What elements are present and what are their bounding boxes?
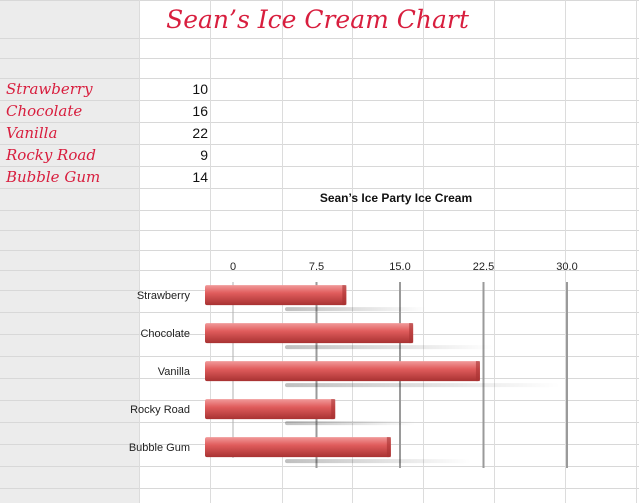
row-gridline xyxy=(0,270,639,271)
cell-flavor-strawberry[interactable]: Strawberry xyxy=(6,80,93,98)
column-gridline xyxy=(352,0,353,503)
row-gridline xyxy=(0,210,639,211)
bar-end-cap xyxy=(409,323,414,344)
row-gridline xyxy=(0,356,639,357)
bar-end-cap xyxy=(342,285,347,306)
cell-count-bubble-gum[interactable]: 14 xyxy=(192,169,208,185)
row-gridline xyxy=(0,250,639,251)
bar-end-cap xyxy=(331,399,336,420)
bar-shadow xyxy=(285,383,560,388)
chart-category-labels: Strawberry Chocolate Vanilla Rocky Road Bubb… xyxy=(129,290,191,454)
cell-count-vanilla[interactable]: 22 xyxy=(192,125,208,141)
row-gridline xyxy=(0,58,639,59)
row-gridline xyxy=(0,78,639,79)
x-tick-label: 22.5 xyxy=(473,261,494,273)
row-gridline xyxy=(0,188,639,189)
row-gridline xyxy=(0,312,639,313)
column-gridline xyxy=(423,0,424,503)
bar-shadow xyxy=(285,421,416,426)
row-gridline xyxy=(0,122,639,123)
cell-flavor-bubble-gum[interactable]: Bubble Gum xyxy=(6,168,101,186)
category-label: Bubble Gum xyxy=(129,442,190,454)
bar-chocolate[interactable] xyxy=(205,323,414,344)
category-label: Strawberry xyxy=(137,290,191,302)
column-gridline xyxy=(494,0,495,503)
category-label: Rocky Road xyxy=(130,404,190,416)
cell-flavor-vanilla[interactable]: Vanilla xyxy=(6,124,58,142)
row-gridline xyxy=(0,0,639,1)
bar-shadow xyxy=(285,345,494,350)
column-gridline xyxy=(139,0,140,503)
row-gridline xyxy=(0,166,639,167)
bar-strawberry[interactable] xyxy=(205,285,347,306)
row-gridline xyxy=(0,230,639,231)
category-label: Vanilla xyxy=(158,366,191,378)
category-label: Chocolate xyxy=(140,328,190,340)
x-tick-label: 30.0 xyxy=(556,261,577,273)
bar-rocky-road[interactable] xyxy=(205,399,336,420)
cell-count-rocky-road[interactable]: 9 xyxy=(200,147,208,163)
cell-count-strawberry[interactable]: 10 xyxy=(192,81,208,97)
column-gridline xyxy=(565,0,566,503)
sheet-title[interactable]: Sean’s Ice Cream Chart xyxy=(166,5,469,34)
row-gridline xyxy=(0,100,639,101)
x-tick-label: 7.5 xyxy=(309,261,324,273)
cell-count-chocolate[interactable]: 16 xyxy=(192,103,208,119)
column-gridline xyxy=(210,0,211,503)
cell-flavor-rocky-road[interactable]: Rocky Road xyxy=(6,146,96,164)
bar-end-cap xyxy=(386,437,391,458)
row-gridline xyxy=(0,144,639,145)
first-column xyxy=(0,0,140,503)
bar-bubble-gum[interactable] xyxy=(205,437,391,458)
column-gridline xyxy=(636,0,637,503)
chart-bars xyxy=(205,285,480,458)
cell-flavor-chocolate[interactable]: Chocolate xyxy=(6,102,83,120)
x-tick-label: 15.0 xyxy=(389,261,410,273)
row-gridline xyxy=(0,38,639,39)
bar-shadow xyxy=(285,307,427,312)
bar-shadows xyxy=(285,307,560,464)
x-tick-label: 0 xyxy=(230,261,236,273)
chart-title: Sean’s Ice Party Ice Cream xyxy=(320,191,472,205)
bar-shadow xyxy=(285,459,471,464)
bar-end-cap xyxy=(475,361,480,382)
bar-vanilla[interactable] xyxy=(205,361,480,382)
chart-x-tick-labels: 0 7.5 15.0 22.5 30.0 xyxy=(230,261,578,273)
row-gridline xyxy=(0,466,639,467)
column-gridline xyxy=(282,0,283,503)
row-gridline xyxy=(0,488,639,489)
